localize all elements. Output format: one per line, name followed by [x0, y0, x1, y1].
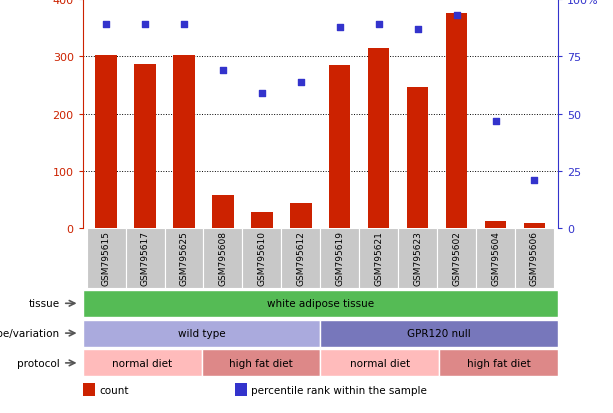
- Text: percentile rank within the sample: percentile rank within the sample: [251, 385, 427, 395]
- Text: normal diet: normal diet: [112, 358, 172, 368]
- Bar: [235, 384, 246, 396]
- Bar: [164, 229, 204, 289]
- Text: white adipose tissue: white adipose tissue: [267, 299, 374, 309]
- Point: [490, 118, 500, 125]
- Bar: [321, 229, 359, 289]
- Bar: [212, 196, 234, 229]
- Text: GSM795623: GSM795623: [413, 230, 422, 285]
- Bar: [251, 213, 273, 229]
- Bar: [290, 203, 311, 229]
- Bar: [446, 14, 467, 229]
- Point: [413, 26, 422, 33]
- Bar: [368, 49, 389, 229]
- Bar: [281, 229, 321, 289]
- Bar: [439, 350, 558, 376]
- Bar: [134, 65, 156, 229]
- Bar: [476, 229, 515, 289]
- Text: GSM795608: GSM795608: [218, 230, 227, 285]
- Text: GSM795621: GSM795621: [374, 230, 383, 285]
- Point: [257, 90, 267, 97]
- Point: [101, 22, 111, 28]
- Point: [140, 22, 150, 28]
- Bar: [126, 229, 164, 289]
- Point: [530, 178, 539, 184]
- Text: tissue: tissue: [28, 299, 59, 309]
- Bar: [173, 56, 195, 229]
- Bar: [242, 229, 281, 289]
- Text: GSM795602: GSM795602: [452, 230, 461, 285]
- Bar: [321, 350, 439, 376]
- Text: GSM795612: GSM795612: [296, 230, 305, 285]
- Text: GSM795615: GSM795615: [102, 230, 110, 285]
- Text: GPR120 null: GPR120 null: [407, 328, 471, 338]
- Point: [179, 22, 189, 28]
- Point: [335, 24, 345, 31]
- Text: GSM795606: GSM795606: [530, 230, 539, 285]
- Point: [296, 79, 306, 85]
- Point: [452, 13, 462, 19]
- Bar: [83, 350, 202, 376]
- Bar: [524, 223, 545, 229]
- Bar: [96, 56, 117, 229]
- Text: GSM795610: GSM795610: [257, 230, 267, 285]
- Bar: [329, 66, 351, 229]
- Bar: [83, 320, 321, 347]
- Text: GSM795604: GSM795604: [491, 230, 500, 285]
- Bar: [485, 222, 506, 229]
- Bar: [86, 229, 126, 289]
- Bar: [321, 320, 558, 347]
- Text: count: count: [99, 385, 129, 395]
- Bar: [202, 350, 321, 376]
- Bar: [407, 88, 428, 229]
- Bar: [204, 229, 242, 289]
- Point: [374, 22, 384, 28]
- Text: high fat diet: high fat diet: [466, 358, 530, 368]
- Text: normal diet: normal diet: [349, 358, 409, 368]
- Text: GSM795617: GSM795617: [140, 230, 150, 285]
- Text: genotype/variation: genotype/variation: [0, 328, 59, 338]
- Bar: [437, 229, 476, 289]
- Text: high fat diet: high fat diet: [229, 358, 293, 368]
- Text: wild type: wild type: [178, 328, 226, 338]
- Point: [218, 68, 228, 74]
- Bar: [515, 229, 554, 289]
- Bar: [83, 384, 94, 396]
- Bar: [398, 229, 437, 289]
- Bar: [359, 229, 398, 289]
- Text: GSM795619: GSM795619: [335, 230, 345, 285]
- Text: protocol: protocol: [17, 358, 59, 368]
- Text: GSM795625: GSM795625: [180, 230, 189, 285]
